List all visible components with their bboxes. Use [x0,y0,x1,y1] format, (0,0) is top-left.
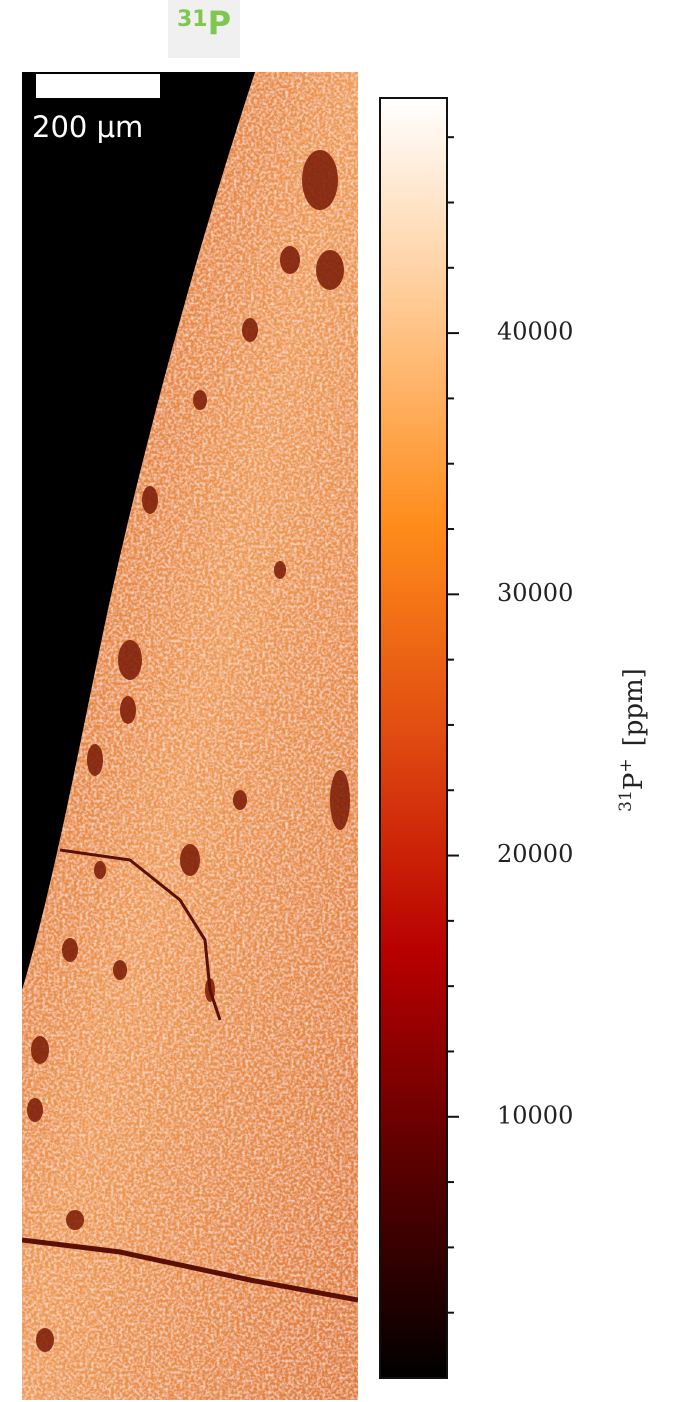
image: 200 μm [22,72,358,1400]
label-charge: + [616,758,636,772]
title-element: P [208,4,231,42]
tick-label: 40000 [497,318,573,346]
label-unit: [ppm] [619,668,649,746]
colorbar-label: 31P+ [ppm] [616,668,650,812]
tick-label: 30000 [497,579,573,607]
title-mass: 31 [177,7,208,32]
pores [27,150,350,1352]
title-box [168,0,240,58]
tick-label: 10000 [497,1101,573,1129]
scale-bar-label: 200 μm [32,110,143,144]
scale-bar [36,74,160,98]
background [22,72,255,990]
tick-label: 20000 [497,840,573,868]
colorbar [379,97,448,1379]
chart-title: 31P [177,4,231,42]
label-element: P [619,773,649,791]
crack [59,848,222,1021]
crack [22,1237,358,1303]
label-mass: 31 [616,790,636,812]
